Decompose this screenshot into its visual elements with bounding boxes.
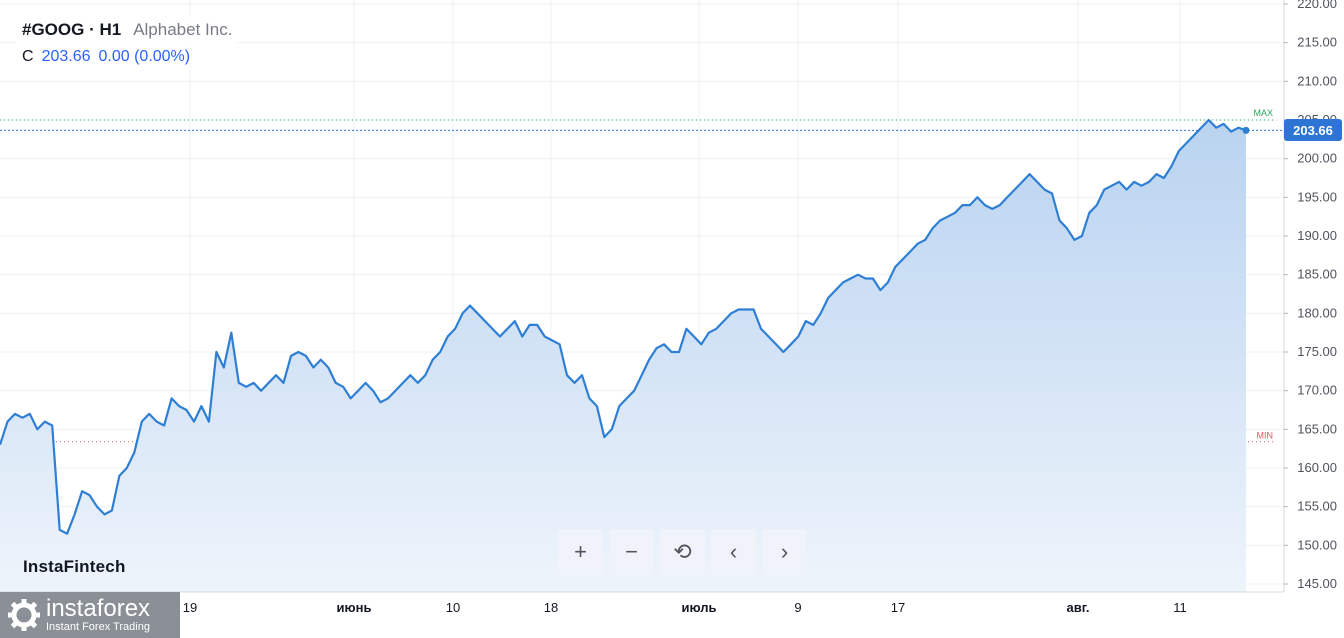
x-tick-label: июль (681, 600, 716, 615)
last-price-dot (1242, 126, 1250, 134)
last-price-tag: 203.66 (1284, 119, 1342, 142)
price-area (0, 120, 1246, 592)
x-tick-label: 9 (794, 600, 801, 615)
y-tick-label: 145.00 (1297, 576, 1337, 591)
y-tick-label: 170.00 (1297, 383, 1337, 398)
y-tick-label: 210.00 (1297, 73, 1337, 88)
x-axis: 19 июнь 10 18 июль 9 17 авг. 11 (183, 600, 1187, 615)
logo-tagline: Instant Forex Trading (46, 621, 150, 633)
y-tick-label: 155.00 (1297, 499, 1337, 514)
scroll-left-button[interactable]: ‹ (711, 529, 756, 575)
scroll-right-button[interactable]: › (762, 529, 807, 575)
max-label: MAX (1253, 108, 1273, 118)
y-axis: 145.00 150.00 155.00 160.00 165.00 170.00 175.… (0, 0, 1337, 593)
y-tick-label: 150.00 (1297, 537, 1337, 552)
x-tick-label: 11 (1173, 600, 1187, 615)
price-line (0, 118, 1247, 535)
x-tick-label: июнь (337, 600, 372, 615)
x-tick-label: 19 (183, 600, 197, 615)
y-tick-label: 165.00 (1297, 421, 1337, 436)
logo-name: instaforex (46, 595, 151, 622)
change-value: 0.00 (0.00%) (98, 48, 191, 65)
y-tick-label: 200.00 (1297, 151, 1337, 166)
min-label: MIN (1257, 431, 1274, 441)
company-name: Alphabet Inc. (133, 20, 233, 39)
y-tick-label: 185.00 (1297, 267, 1337, 282)
instaforex-logo[interactable]: instaforex Instant Forex Trading (0, 592, 180, 638)
y-tick-label: 220.00 (1297, 0, 1337, 11)
x-tick-label: авг. (1067, 600, 1090, 615)
chart-toolbar: + − ⟲ ‹ › (558, 529, 807, 575)
watermark-text: InstaFintech (23, 557, 126, 576)
y-tick-label: 180.00 (1297, 305, 1337, 320)
x-tick-label: 17 (891, 600, 905, 615)
symbol-label: #GOOG · H1 (22, 20, 122, 39)
chart-legend: #GOOG · H1 Alphabet Inc. C 203.66 0.00 (… (16, 16, 239, 70)
close-value: 203.66 (41, 48, 91, 65)
y-tick-label: 215.00 (1297, 35, 1337, 50)
logo-gear-icon (8, 599, 40, 631)
zoom-out-button[interactable]: − (609, 529, 654, 575)
close-label: C (22, 48, 34, 65)
y-tick-label: 175.00 (1297, 344, 1337, 359)
y-tick-label: 195.00 (1297, 189, 1337, 204)
x-tick-label: 10 (446, 600, 460, 615)
y-tick-label: 160.00 (1297, 460, 1337, 475)
zoom-in-button[interactable]: + (558, 529, 603, 575)
y-tick-label: 190.00 (1297, 228, 1337, 243)
reset-button[interactable]: ⟲ (660, 529, 705, 575)
x-tick-label: 18 (544, 600, 558, 615)
